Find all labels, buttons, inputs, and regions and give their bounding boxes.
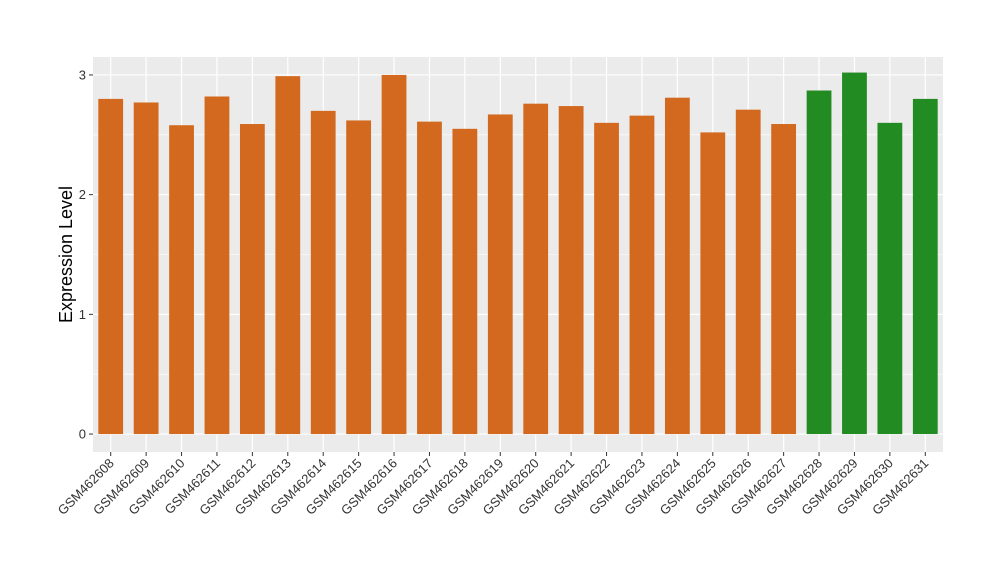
bars xyxy=(98,72,938,435)
bar-GSM462621 xyxy=(558,106,584,435)
bar-GSM462627 xyxy=(771,124,797,435)
minor-gridlines xyxy=(93,134,943,375)
bar-GSM462616 xyxy=(381,74,407,435)
bar-GSM462617 xyxy=(417,121,442,435)
bar-GSM462609 xyxy=(133,102,159,435)
bar-GSM462625 xyxy=(700,132,726,435)
x-axis: GSM462608GSM462609GSM462610GSM462611GSM4… xyxy=(55,452,931,518)
bar-GSM462631 xyxy=(912,98,938,435)
bar-GSM462618 xyxy=(452,128,478,435)
bar-GSM462626 xyxy=(735,109,761,435)
bar-GSM462620 xyxy=(523,103,549,435)
y-axis-title: Expression Level xyxy=(56,186,76,323)
bar-GSM462624 xyxy=(664,97,690,435)
bar-GSM462615 xyxy=(346,120,372,435)
bar-GSM462608 xyxy=(98,98,124,435)
y-tick-label: 1 xyxy=(79,307,86,322)
bar-GSM462612 xyxy=(239,124,265,435)
bar-GSM462611 xyxy=(204,96,230,435)
bar-GSM462629 xyxy=(842,72,867,435)
y-tick-label: 0 xyxy=(79,427,86,442)
bar-GSM462613 xyxy=(275,76,301,435)
y-tick-label: 3 xyxy=(79,67,86,82)
bar-GSM462628 xyxy=(806,90,832,435)
y-axis: 0 1 2 3 xyxy=(79,67,93,442)
bar-GSM462622 xyxy=(594,122,619,435)
bar-GSM462614 xyxy=(310,110,336,435)
bar-GSM462619 xyxy=(487,114,513,435)
bar-GSM462623 xyxy=(629,115,655,435)
bar-GSM462610 xyxy=(169,125,194,435)
y-tick-label: 2 xyxy=(79,187,86,202)
bar-GSM462630 xyxy=(877,122,903,435)
